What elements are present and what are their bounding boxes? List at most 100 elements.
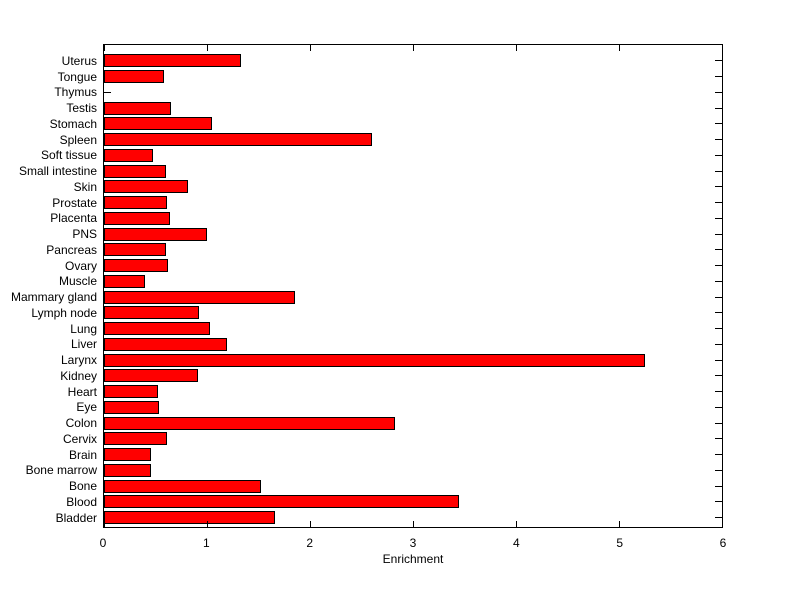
bar-mammary-gland: [104, 290, 295, 304]
y-tick-label: Spleen: [59, 132, 97, 147]
y-tick-label: Liver: [70, 337, 97, 352]
y-tick-label: Blood: [66, 494, 97, 509]
x-tick-top: [618, 45, 620, 51]
x-tick-top: [412, 45, 414, 51]
x-tick-bottom: [206, 521, 208, 527]
y-tick-right: [715, 454, 722, 456]
x-tick-bottom: [515, 521, 517, 527]
y-tick-label: Larynx: [60, 353, 97, 368]
y-tick-label: Cervix: [62, 431, 97, 446]
y-tick-right: [715, 485, 722, 487]
x-tick-label: 5: [616, 536, 623, 550]
plot-inner: [104, 45, 723, 527]
x-tick-bottom: [309, 521, 311, 527]
x-tick-top: [721, 45, 723, 51]
bar-ovary: [104, 259, 168, 273]
x-tick-top: [515, 45, 517, 51]
bar-stomach: [104, 117, 212, 131]
x-tick-bottom: [412, 521, 414, 527]
y-tick-label: Soft tissue: [40, 148, 97, 163]
y-tick-right: [715, 265, 722, 267]
y-tick-label: Small intestine: [18, 164, 97, 179]
y-tick-right: [715, 422, 722, 424]
y-tick-label: Pancreas: [46, 242, 97, 257]
bar-prostate: [104, 196, 167, 210]
y-tick-right: [715, 296, 722, 298]
y-tick-label: Uterus: [61, 53, 97, 68]
y-tick-right: [715, 202, 722, 204]
y-tick-right: [715, 328, 722, 330]
y-tick-right: [715, 123, 722, 125]
bar-brain: [104, 448, 151, 462]
x-tick-bottom: [104, 521, 105, 527]
x-tick-bottom: [721, 521, 723, 527]
x-tick-top: [309, 45, 311, 51]
y-tick-right: [715, 217, 722, 219]
x-axis-tick-labels: 0 1 2 3 4 5 6: [99, 536, 727, 550]
bar-heart: [104, 385, 158, 399]
y-tick-right: [715, 280, 722, 282]
x-tick-bottom: [618, 521, 620, 527]
y-tick-label: Prostate: [52, 195, 97, 210]
bar-lung: [104, 322, 210, 336]
bar-bone: [104, 479, 261, 493]
y-tick-label: Ovary: [64, 258, 97, 273]
y-tick-right: [715, 76, 722, 78]
x-tick-label: 4: [512, 536, 520, 550]
y-tick-right: [715, 406, 722, 408]
bar-testis: [104, 101, 171, 115]
y-tick-label: Tongue: [57, 69, 97, 84]
bar-larynx: [104, 353, 645, 367]
y-tick-label: Bladder: [55, 510, 97, 525]
y-tick-right: [715, 186, 722, 188]
x-axis-title: Enrichment: [382, 552, 444, 566]
bar-muscle: [104, 274, 145, 288]
y-tick-label: Stomach: [49, 116, 97, 131]
bar-liver: [104, 337, 227, 351]
plot-area: [103, 44, 723, 528]
bar-spleen: [104, 133, 372, 147]
y-tick-label: Colon: [65, 416, 97, 431]
y-tick-label: Bone marrow: [25, 463, 97, 478]
y-tick-right: [715, 154, 722, 156]
y-tick-label: Bone: [68, 479, 97, 494]
y-tick-right: [715, 517, 722, 519]
y-tick-label: Skin: [73, 179, 97, 194]
y-tick-right: [715, 343, 722, 345]
bar-placenta: [104, 211, 170, 225]
bar-uterus: [104, 54, 241, 68]
x-tick-label: 2: [306, 536, 313, 550]
y-tick-label: Testis: [66, 101, 97, 116]
y-tick-label: Thymus: [54, 85, 97, 100]
y-tick-label: Lung: [70, 321, 97, 336]
y-tick-label: Eye: [76, 400, 97, 415]
y-tick-right: [715, 107, 722, 109]
y-tick-label: Mammary gland: [10, 290, 97, 305]
y-tick-label: Brain: [68, 447, 97, 462]
x-tick-top: [206, 45, 208, 51]
y-tick-right: [715, 391, 722, 393]
x-tick-label: 1: [202, 536, 210, 550]
bar-colon: [104, 416, 395, 430]
y-tick-right: [715, 359, 722, 361]
y-tick-label: Placenta: [50, 211, 97, 226]
y-tick-label: Muscle: [58, 274, 97, 289]
bar-bone-marrow: [104, 463, 151, 477]
bar-lymph-node: [104, 306, 199, 320]
bar-eye: [104, 400, 159, 414]
y-axis-category-labels: Uterus Tongue Thymus Testis Stomach Spleen Sof…: [0, 44, 97, 528]
y-tick-right: [715, 91, 722, 93]
y-tick-right: [715, 501, 722, 503]
bar-small-intestine: [104, 164, 166, 178]
bar-cervix: [104, 432, 167, 446]
x-tick-top: [104, 45, 105, 51]
x-tick-label: 3: [409, 536, 417, 550]
y-tick-left: [104, 91, 111, 93]
y-tick-label: Kidney: [60, 368, 97, 383]
bar-kidney: [104, 369, 198, 383]
y-tick-right: [715, 233, 722, 235]
y-tick-label: PNS: [72, 227, 97, 242]
bar-blood: [104, 495, 459, 509]
x-tick-label: 0: [99, 536, 107, 550]
